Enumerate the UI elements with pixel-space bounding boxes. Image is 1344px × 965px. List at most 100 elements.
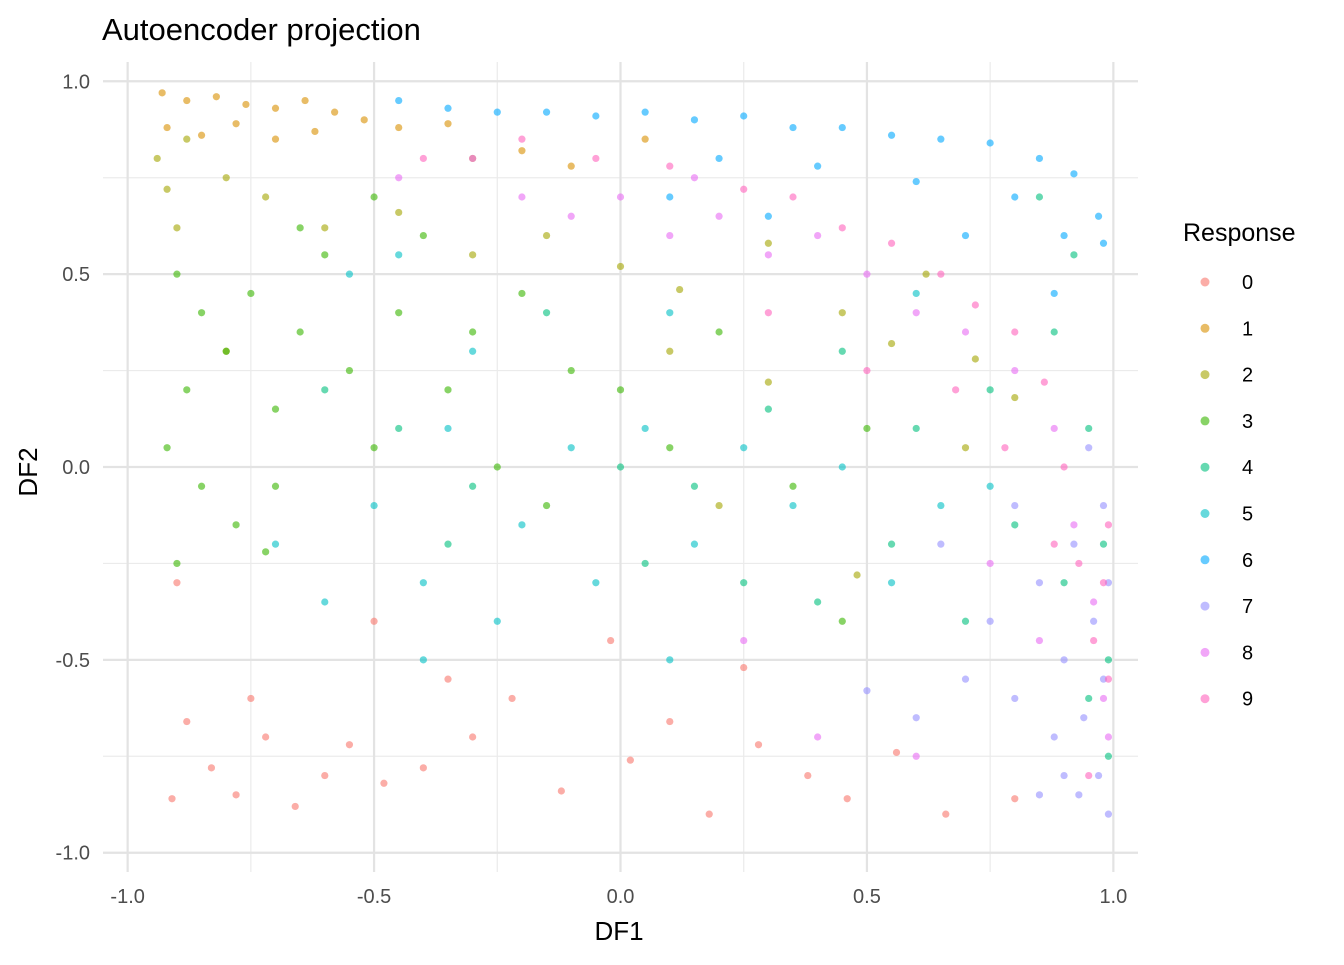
data-point-series-6: [814, 162, 822, 170]
data-point-series-0: [291, 802, 299, 811]
data-point-series-3: [232, 521, 240, 529]
data-point-series-0: [444, 675, 452, 683]
data-point-series-1: [271, 135, 280, 143]
data-point-series-0: [705, 810, 713, 818]
data-point-series-0: [740, 663, 748, 672]
data-point-series-0: [321, 771, 329, 780]
data-point-series-5: [444, 424, 452, 433]
data-point-series-0: [754, 741, 763, 749]
points-layer: [153, 89, 1113, 818]
data-point-series-7: [937, 540, 945, 548]
data-point-series-3: [173, 559, 181, 568]
data-point-series-5: [592, 579, 600, 587]
data-point-series-9: [1040, 378, 1048, 386]
data-point-series-4: [1060, 579, 1068, 587]
data-point-series-6: [887, 131, 896, 139]
data-point-series-5: [641, 424, 649, 433]
y-tick-label: 0.5: [62, 264, 90, 286]
data-point-series-6: [1060, 231, 1068, 240]
data-point-series-3: [183, 386, 191, 394]
data-point-series-7: [1099, 675, 1108, 683]
data-point-series-5: [789, 501, 797, 510]
legend: Response 0 1 2 3 4 5 6 7 8 9: [1183, 219, 1296, 711]
data-point-series-1: [518, 147, 526, 155]
data-point-series-4: [912, 424, 920, 433]
data-point-series-7: [1094, 771, 1103, 780]
data-point-series-6: [961, 231, 970, 240]
data-point-series-2: [764, 239, 772, 247]
data-point-series-1: [311, 127, 319, 136]
data-point-series-3: [789, 482, 797, 490]
data-point-series-0: [626, 756, 634, 764]
data-point-series-0: [370, 617, 378, 625]
data-point-series-4: [1099, 540, 1108, 548]
legend-key-7: [1200, 601, 1210, 611]
data-point-series-1: [567, 162, 575, 170]
data-point-series-4: [1035, 193, 1044, 201]
data-point-series-1: [360, 116, 368, 124]
data-point-series-5: [912, 289, 920, 298]
data-point-series-4: [1104, 656, 1113, 664]
data-point-series-7: [986, 617, 994, 625]
x-tick-label: -0.5: [357, 886, 391, 908]
data-point-series-3: [296, 328, 304, 336]
data-point-series-9: [971, 301, 979, 309]
data-point-series-7: [1090, 617, 1098, 625]
data-point-series-6: [937, 135, 945, 143]
data-point-series-7: [912, 714, 920, 722]
data-point-series-7: [1060, 771, 1068, 780]
data-point-series-1: [444, 120, 452, 128]
data-point-series-3: [838, 617, 846, 625]
data-point-series-8: [961, 328, 970, 336]
data-point-series-3: [321, 251, 329, 259]
data-point-series-8: [690, 174, 699, 182]
data-point-series-8: [912, 309, 920, 317]
data-point-series-6: [1050, 289, 1058, 298]
legend-key-1: [1200, 323, 1210, 333]
data-point-series-0: [247, 694, 255, 703]
data-point-series-1: [183, 96, 191, 105]
data-point-series-4: [1050, 328, 1058, 336]
data-point-series-7: [1060, 656, 1068, 664]
data-point-series-8: [1011, 366, 1019, 375]
legend-key-9: [1200, 694, 1210, 704]
legend-key-8: [1200, 647, 1210, 657]
data-point-series-6: [1011, 193, 1019, 201]
data-point-series-8: [1104, 733, 1113, 741]
data-point-series-8: [863, 270, 871, 278]
data-point-series-2: [764, 378, 772, 386]
data-point-series-1: [331, 108, 339, 116]
data-point-series-2: [173, 224, 181, 232]
x-tick-label: 1.0: [1099, 886, 1127, 908]
data-point-series-9: [1090, 636, 1098, 645]
data-point-series-9: [764, 309, 772, 317]
data-point-series-7: [1080, 714, 1088, 722]
legend-label-9: 9: [1242, 689, 1253, 711]
data-point-series-1: [301, 96, 309, 105]
data-point-series-4: [641, 559, 649, 568]
data-point-series-4: [887, 540, 896, 548]
y-tick-label: -0.5: [56, 650, 90, 672]
data-point-series-9: [1104, 675, 1113, 683]
data-point-series-4: [740, 579, 748, 587]
data-point-series-2: [676, 285, 684, 294]
data-point-series-0: [345, 741, 354, 749]
data-point-series-6: [838, 123, 846, 132]
data-point-series-4: [690, 482, 699, 490]
data-point-series-6: [715, 154, 723, 163]
data-point-series-0: [469, 733, 477, 741]
chart-title: Autoencoder projection: [102, 12, 421, 47]
data-point-series-0: [173, 579, 181, 587]
data-point-series-7: [1011, 501, 1019, 510]
data-point-series-4: [616, 463, 625, 471]
data-point-series-6: [740, 112, 748, 120]
data-point-series-3: [518, 289, 526, 298]
data-point-series-6: [666, 193, 674, 201]
data-point-series-6: [912, 177, 920, 186]
data-point-series-4: [1104, 752, 1113, 760]
data-point-series-3: [493, 463, 501, 471]
data-point-series-0: [262, 733, 270, 741]
data-point-series-1: [212, 93, 220, 101]
data-point-series-5: [419, 656, 427, 664]
data-point-series-5: [345, 270, 354, 278]
